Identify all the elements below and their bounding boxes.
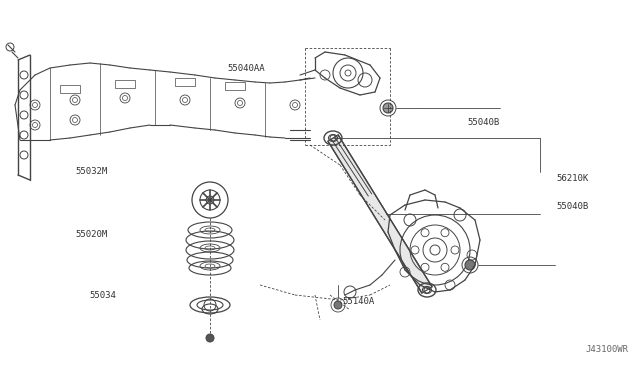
Circle shape: [206, 334, 214, 342]
Text: 55034: 55034: [90, 291, 116, 300]
Text: 55020M: 55020M: [76, 230, 108, 239]
Circle shape: [334, 301, 342, 309]
Polygon shape: [328, 135, 432, 293]
Bar: [175, 78, 195, 86]
Text: 55040B: 55040B: [557, 202, 589, 211]
Bar: [60, 85, 80, 93]
Circle shape: [383, 103, 393, 113]
Text: 55140A: 55140A: [342, 297, 374, 306]
Text: 55040AA: 55040AA: [227, 64, 265, 73]
Circle shape: [465, 260, 475, 270]
Bar: [225, 82, 245, 90]
Text: 56210K: 56210K: [557, 174, 589, 183]
Bar: [115, 80, 135, 88]
Text: 55040B: 55040B: [467, 118, 499, 127]
Text: J43100WR: J43100WR: [585, 345, 628, 354]
Text: 55032M: 55032M: [76, 167, 108, 176]
